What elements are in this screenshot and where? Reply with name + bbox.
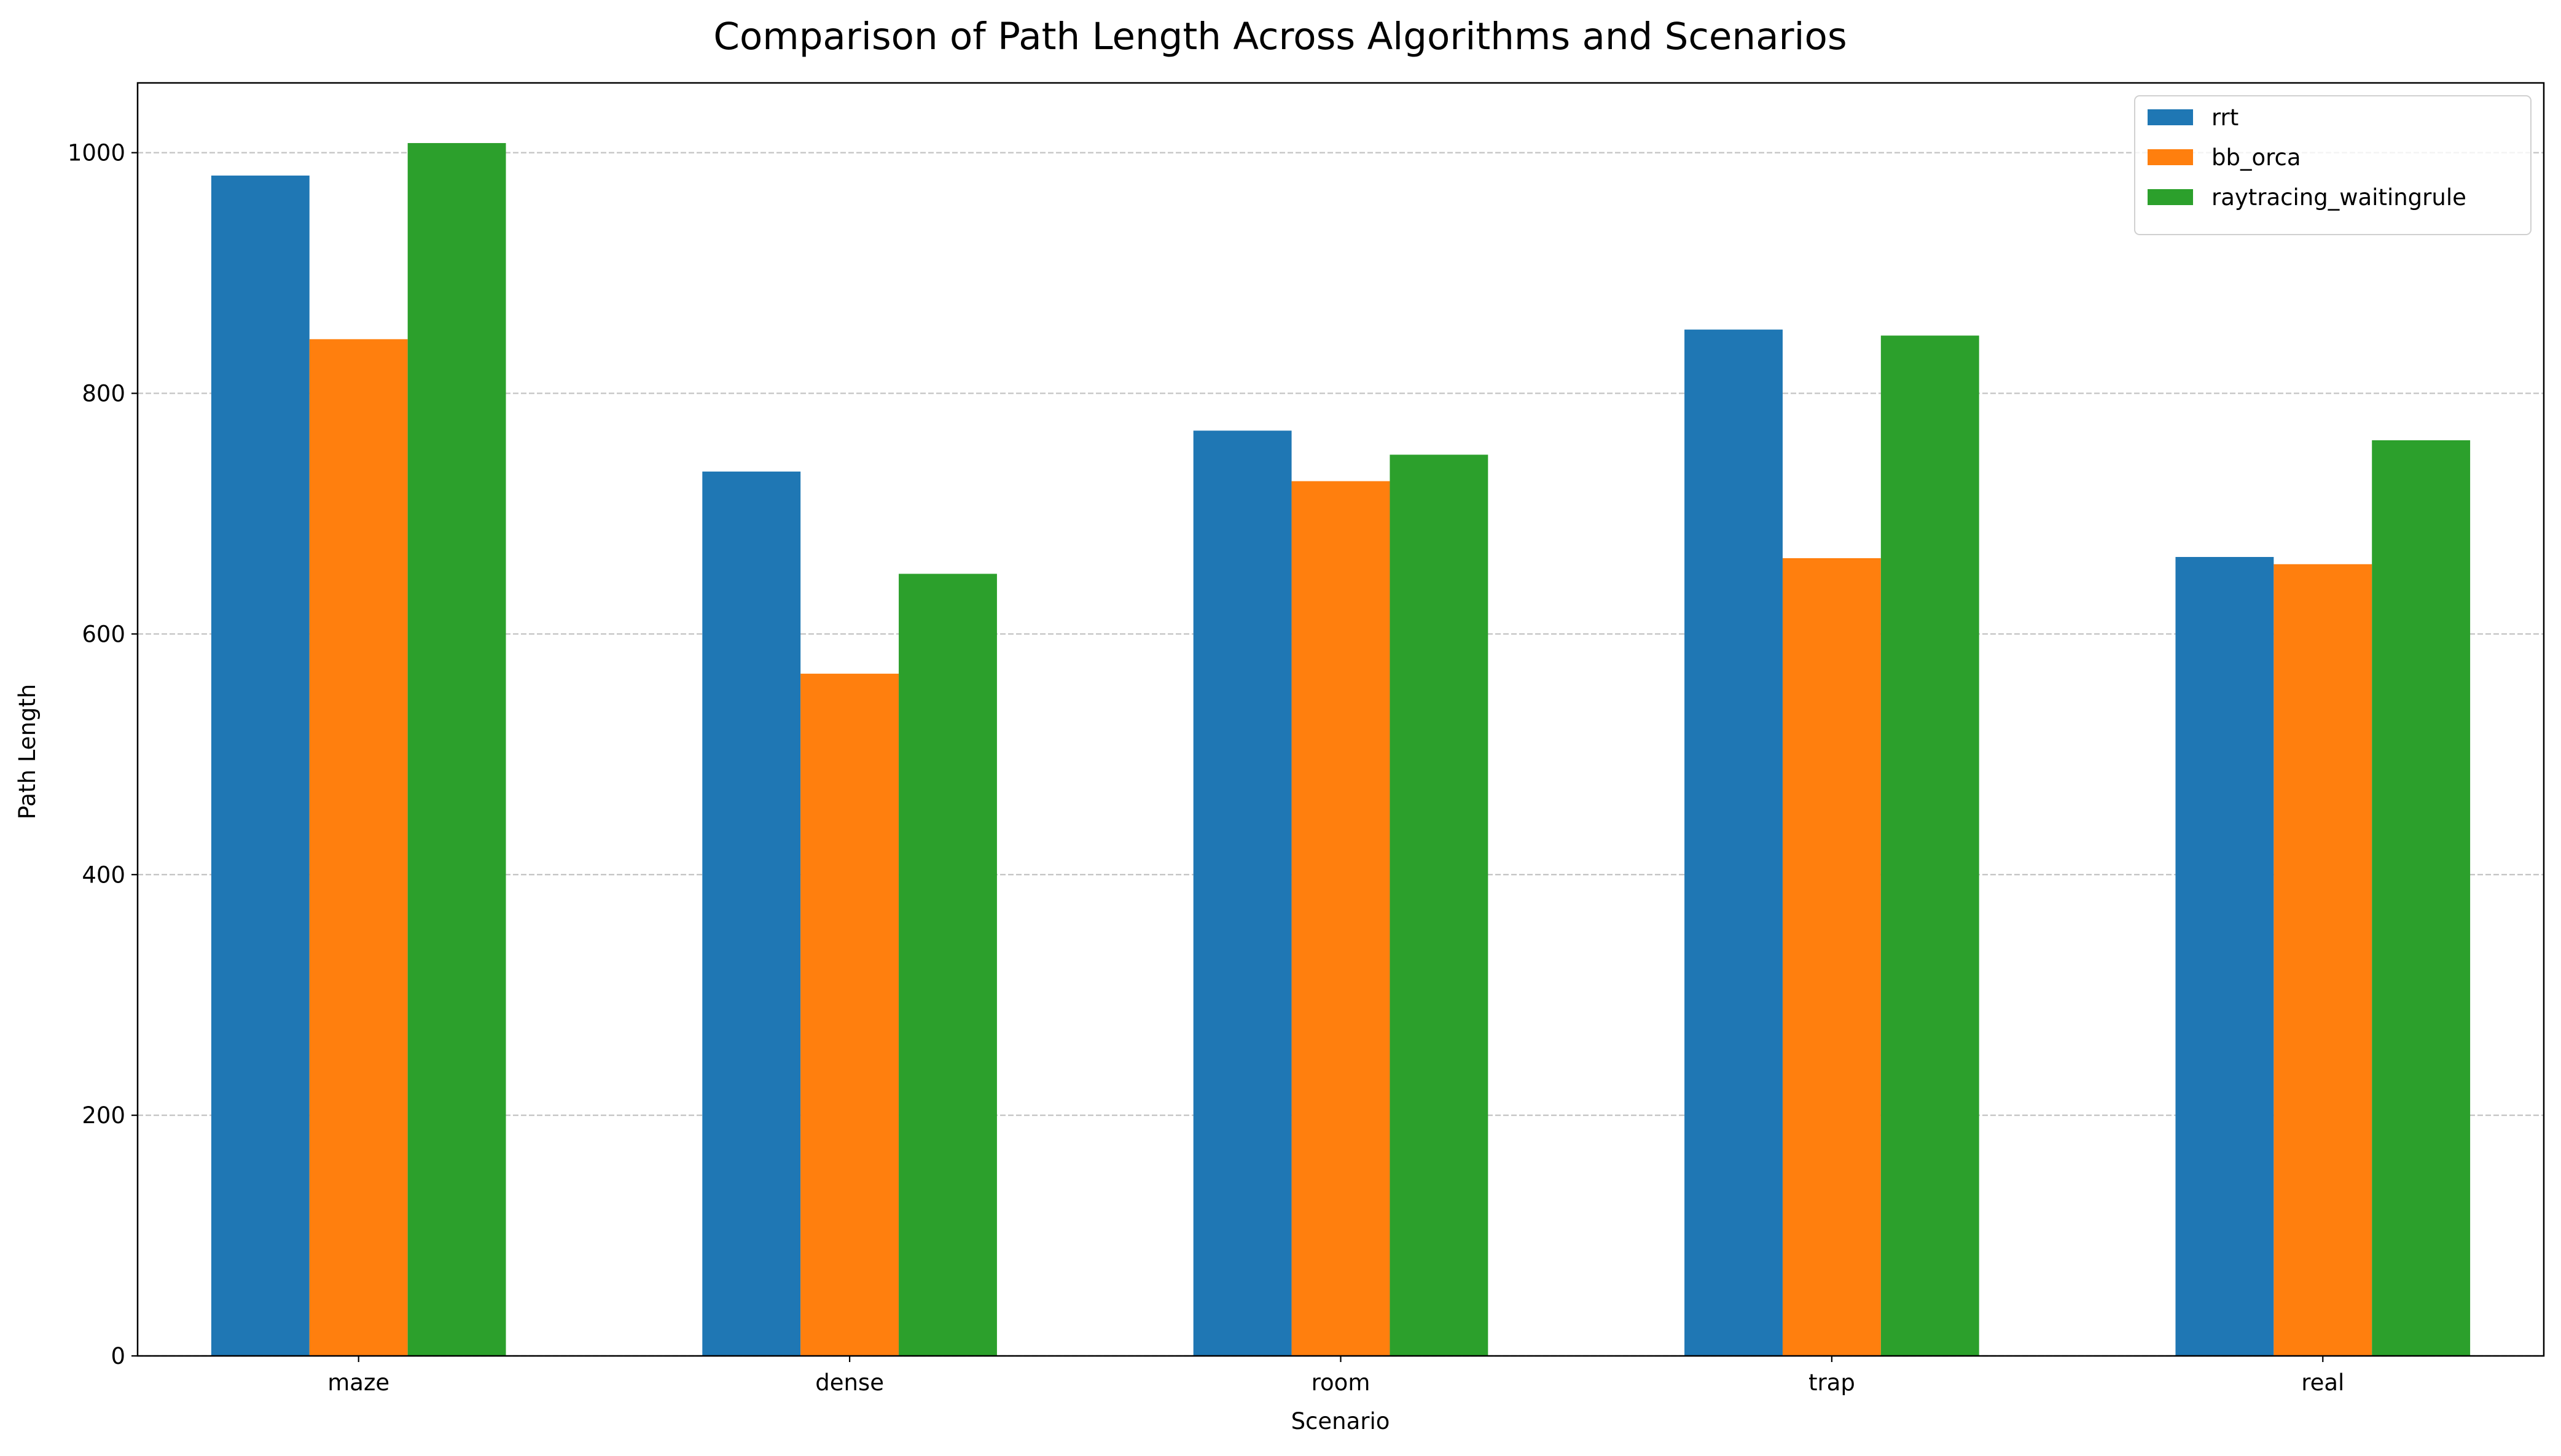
bars <box>211 142 2471 1357</box>
bar-bb_orca-room <box>1291 481 1390 1356</box>
x-tick-label-maze: maze <box>327 1369 389 1396</box>
bar-bb_orca-maze <box>309 339 408 1357</box>
y-tick-label: 400 <box>82 862 125 888</box>
y-axis-label: Path Length <box>14 684 41 820</box>
y-tick-label: 1000 <box>68 140 125 166</box>
bar-rrt-dense <box>702 471 801 1357</box>
legend-box <box>2134 95 2532 235</box>
legend-label-bb_orca: bb_orca <box>2211 144 2301 171</box>
legend-swatch-bb_orca <box>2148 149 2193 165</box>
bar-bb_orca-trap <box>1782 558 1881 1357</box>
bar-raytracing_waitingrule-room <box>1390 454 1488 1356</box>
bar-bb_orca-dense <box>800 674 899 1356</box>
legend: rrt bb_orca raytracing_waitingrule <box>2134 95 2532 235</box>
bar-rrt-maze <box>211 175 310 1357</box>
ticks: 0 200 400 600 800 1000 maze dense room trap real <box>68 140 2345 1396</box>
x-axis-label: Scenario <box>1291 1408 1390 1435</box>
y-tick-label: 200 <box>82 1102 125 1129</box>
x-tick-label-dense: dense <box>815 1369 884 1396</box>
bar-raytracing_waitingrule-trap <box>1880 335 1979 1356</box>
bar-raytracing_waitingrule-dense <box>899 574 997 1357</box>
legend-label-rrt: rrt <box>2211 104 2238 131</box>
y-tick-label: 800 <box>82 381 125 407</box>
bar-raytracing_waitingrule-real <box>2372 440 2471 1356</box>
x-tick-label-room: room <box>1312 1369 1370 1396</box>
y-tick-label: 0 <box>111 1343 125 1369</box>
chart-title: Comparison of Path Length Across Algorit… <box>713 15 1847 58</box>
y-tick-label: 600 <box>82 621 125 647</box>
legend-swatch-rrt <box>2148 109 2193 125</box>
legend-swatch-raytracing_waitingrule <box>2148 189 2193 205</box>
bar-raytracing_waitingrule-maze <box>407 142 506 1356</box>
legend-label-raytracing_waitingrule: raytracing_waitingrule <box>2211 184 2466 211</box>
bar-rrt-real <box>2175 556 2274 1356</box>
x-tick-label-real: real <box>2301 1369 2344 1396</box>
bar-bb_orca-real <box>2274 564 2372 1356</box>
x-tick-label-trap: trap <box>1808 1369 1855 1396</box>
bar-rrt-room <box>1193 430 1292 1356</box>
bar-rrt-trap <box>1684 329 1783 1356</box>
